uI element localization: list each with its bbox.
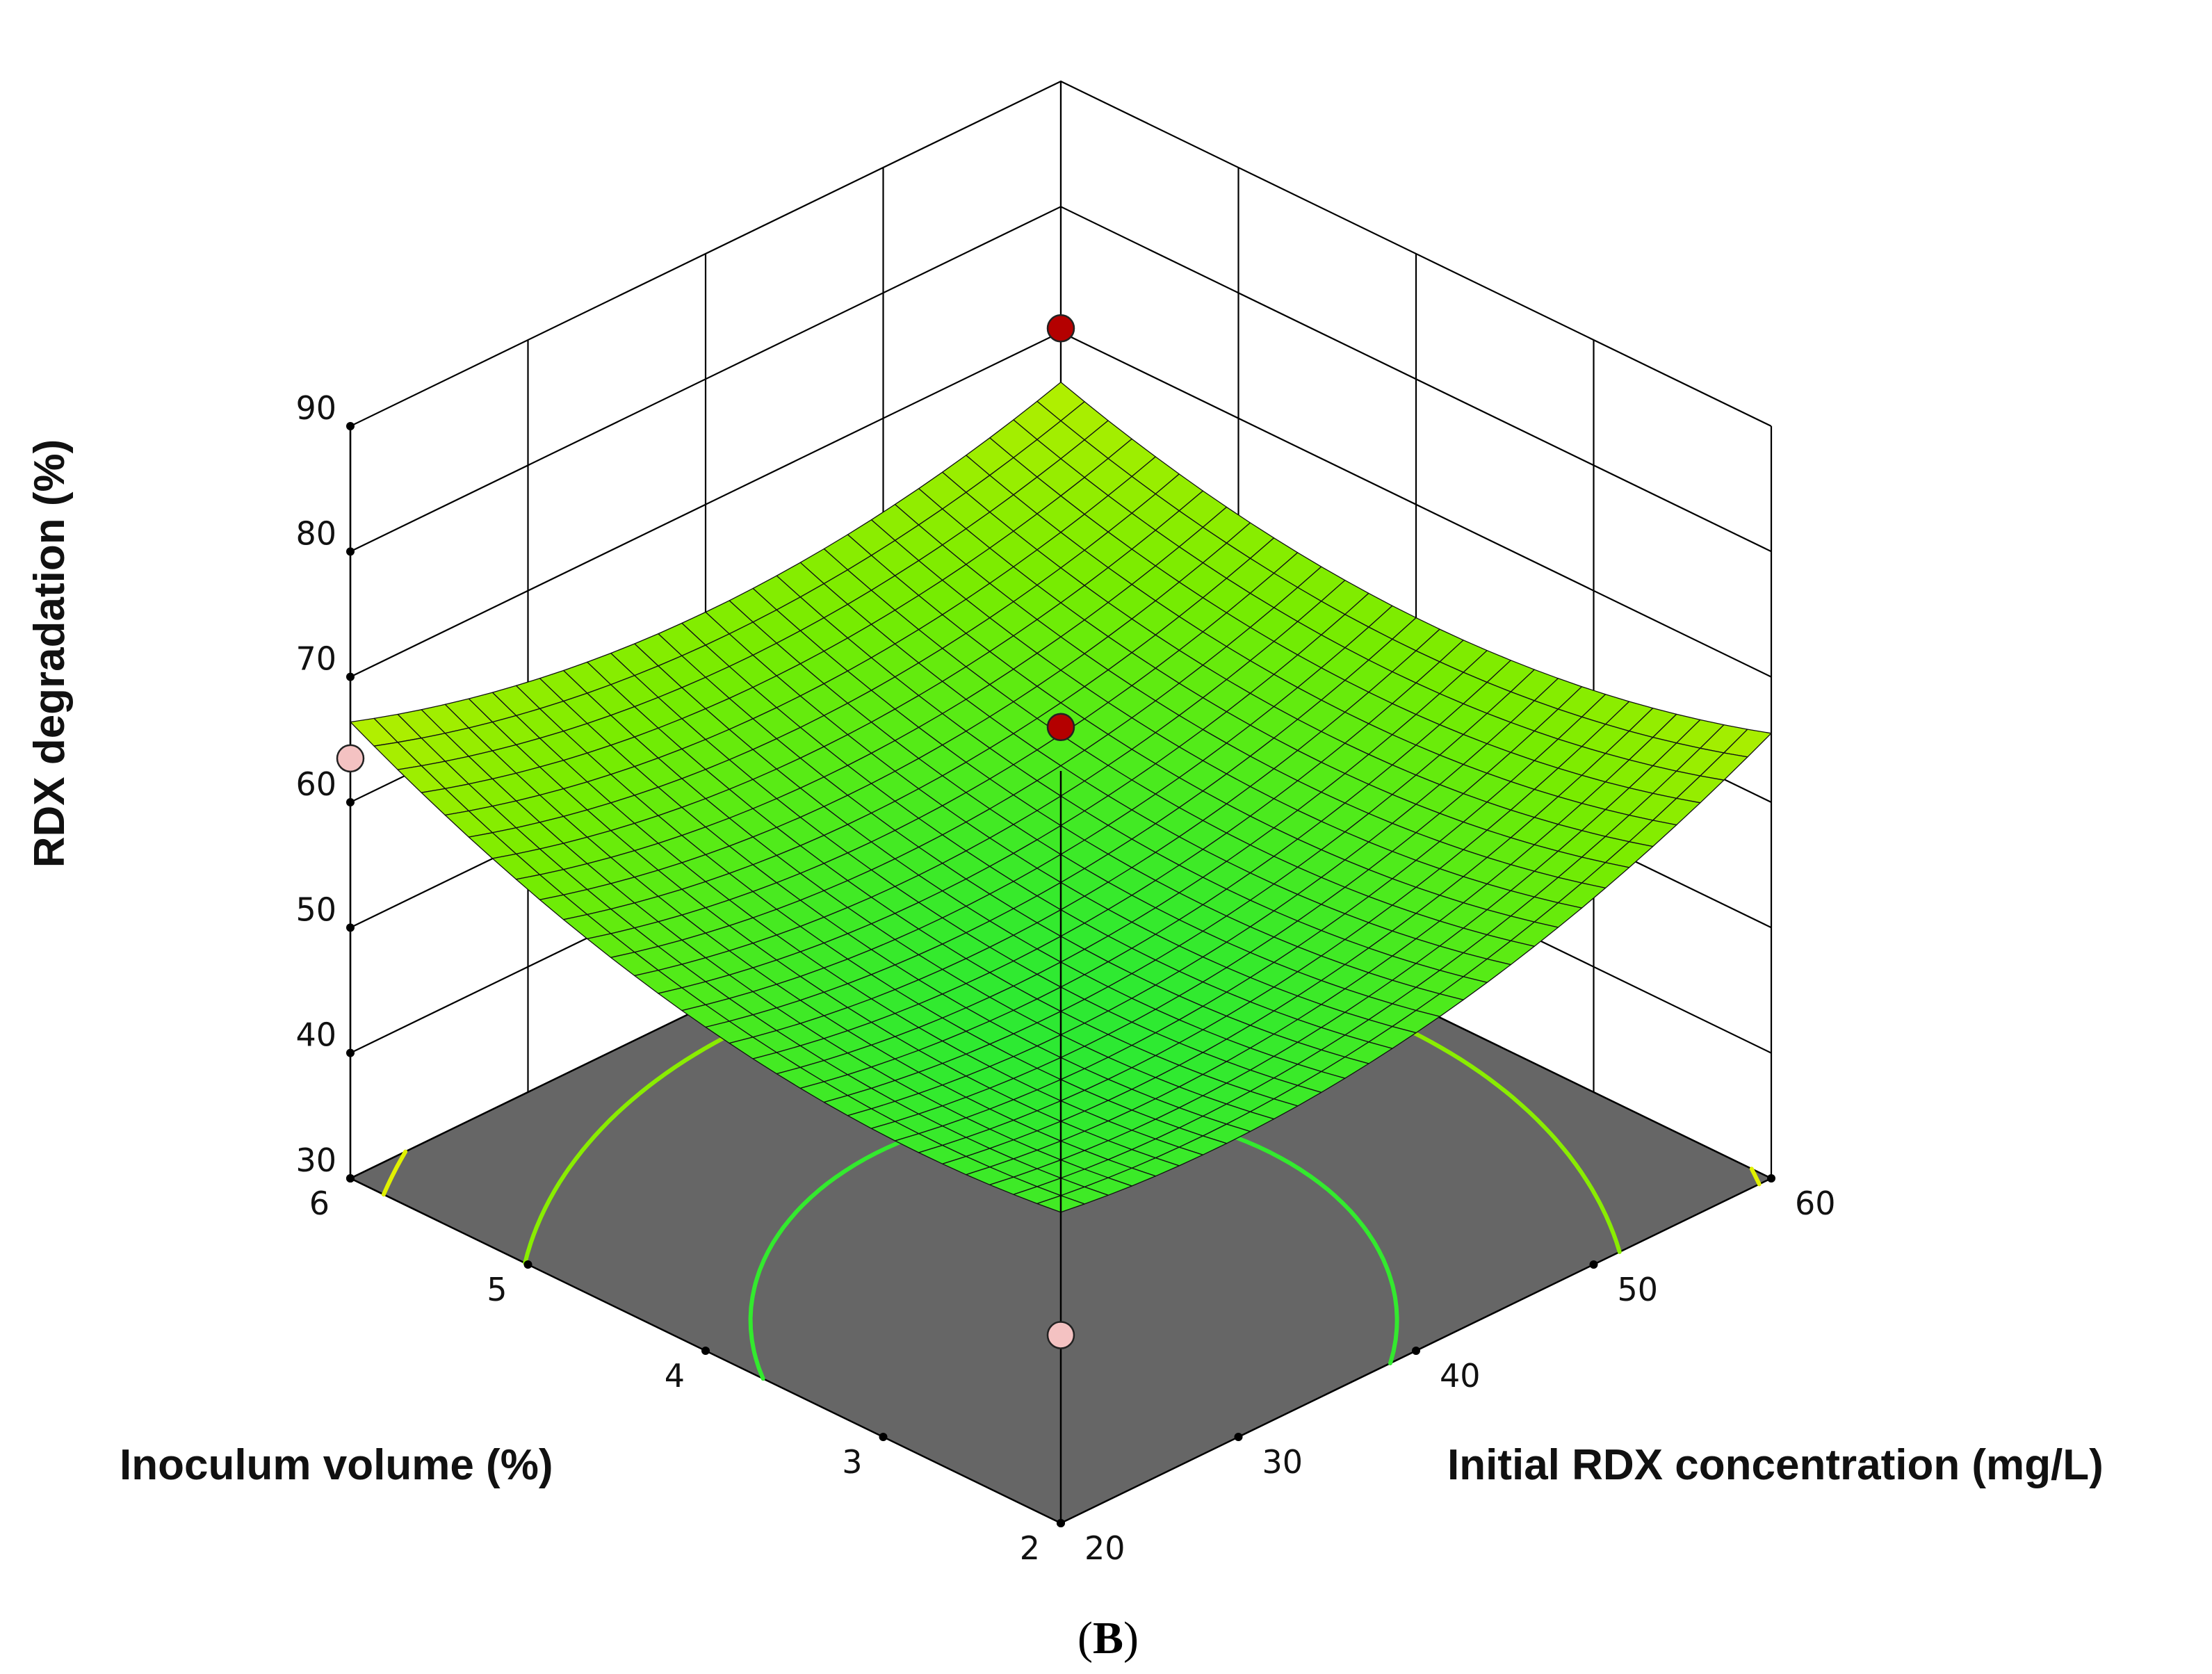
z-tick-label: 60 xyxy=(295,765,336,803)
y-tick-mark xyxy=(1589,1260,1598,1269)
x-tick-label: 3 xyxy=(842,1443,862,1481)
z-tick-label: 50 xyxy=(295,891,336,928)
z-tick-mark xyxy=(346,672,355,681)
x-axis-title: Inoculum volume (%) xyxy=(120,1441,553,1489)
design-point xyxy=(1046,713,1075,742)
y-tick-label: 40 xyxy=(1440,1357,1481,1395)
x-tick-mark xyxy=(879,1433,888,1441)
axis-ticks: 30 40 50 60 70 80 90 2 3 4 5 6 20 30 40 50 60 xyxy=(295,389,1835,1567)
z-tick-label: 70 xyxy=(295,640,336,678)
design-points xyxy=(336,314,1075,1349)
y-axis-title: Initial RDX concentration (mg/L) xyxy=(1447,1441,2104,1489)
z-tick-mark xyxy=(346,422,355,430)
x-tick-mark xyxy=(523,1260,532,1269)
x-tick-label: 6 xyxy=(309,1185,330,1222)
z-tick-label: 40 xyxy=(295,1016,336,1054)
z-tick-mark xyxy=(346,547,355,556)
z-tick-mark xyxy=(346,923,355,932)
y-tick-label: 50 xyxy=(1618,1271,1659,1308)
x-tick-label: 2 xyxy=(1020,1529,1040,1567)
z-tick-label: 30 xyxy=(295,1141,336,1179)
wall-grid-line xyxy=(350,80,1772,427)
x-tick-mark xyxy=(701,1347,710,1355)
y-tick-label: 30 xyxy=(1262,1443,1303,1481)
response-surface xyxy=(350,382,1772,1213)
z-tick-mark xyxy=(346,1048,355,1057)
x-tick-label: 5 xyxy=(487,1271,507,1308)
panel-label: (B) xyxy=(1077,1613,1139,1664)
x-tick-label: 4 xyxy=(665,1357,685,1395)
design-point xyxy=(1046,314,1075,343)
y-tick-label: 20 xyxy=(1084,1529,1125,1567)
design-point xyxy=(1046,1321,1075,1349)
z-tick-mark xyxy=(346,798,355,806)
y-tick-mark xyxy=(1412,1347,1420,1355)
design-point xyxy=(336,744,365,773)
z-tick-label: 80 xyxy=(295,514,336,552)
wall-grid-line xyxy=(350,206,1772,553)
y-tick-mark xyxy=(1057,1519,1065,1527)
x-tick-mark xyxy=(346,1174,355,1183)
z-tick-label: 90 xyxy=(295,389,336,427)
y-tick-label: 60 xyxy=(1795,1185,1836,1222)
z-axis-title: RDX degradation (%) xyxy=(26,439,74,868)
y-tick-mark xyxy=(1234,1433,1243,1441)
y-tick-mark xyxy=(1767,1174,1775,1183)
